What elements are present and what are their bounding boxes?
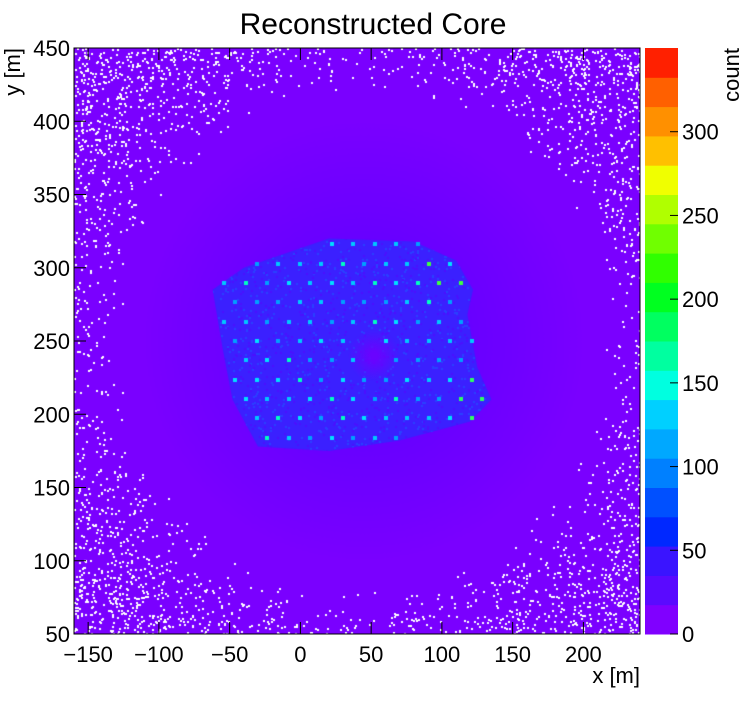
y-tick-label: 250 [33, 329, 70, 354]
color-scale-tick-label: 250 [682, 203, 719, 228]
color-scale-band [645, 194, 678, 225]
heatmap-area [74, 48, 640, 634]
heatmap-image [74, 48, 640, 634]
color-scale-band [645, 604, 678, 635]
x-tick-label: 0 [294, 642, 306, 667]
y-tick-label: 300 [33, 256, 70, 281]
y-tick-label: 450 [33, 36, 70, 61]
y-tick-label: 200 [33, 402, 70, 427]
color-scale-band [645, 575, 678, 606]
color-scale-tick-label: 100 [682, 455, 719, 480]
color-scale-axis: 0 50 100 150 200 250 300 [670, 120, 719, 647]
color-scale-band [645, 516, 678, 547]
color-scale-band [645, 253, 678, 283]
y-axis-label: y [m] [0, 48, 25, 96]
color-scale [645, 48, 678, 635]
color-scale-band [645, 458, 678, 488]
x-tick-label: −150 [63, 642, 113, 667]
heatmap-canvas [74, 48, 640, 634]
color-scale-band [645, 77, 678, 108]
color-scale-band [645, 48, 678, 78]
y-tick-label: 350 [33, 183, 70, 208]
y-tick-label: 150 [33, 476, 70, 501]
color-scale-tick-label: 150 [682, 371, 719, 396]
y-tick-label: 50 [46, 622, 70, 647]
color-scale-band [645, 487, 678, 518]
y-tick-label: 400 [33, 109, 70, 134]
y-axis: 50 100 150 200 250 300 350 400 450 [33, 36, 86, 647]
color-scale-band [645, 399, 678, 430]
x-tick-label: −100 [134, 642, 184, 667]
color-scale-band [645, 223, 678, 254]
chart-title: Reconstructed Core [240, 8, 507, 41]
color-scale-band [645, 341, 678, 371]
x-tick-label: 150 [494, 642, 531, 667]
x-tick-label: 100 [424, 642, 461, 667]
color-scale-tick-label: 0 [682, 622, 694, 647]
color-scale-band [645, 282, 678, 313]
x-axis-label: x [m] [592, 663, 640, 688]
x-tick-label: −50 [211, 642, 248, 667]
y-tick-label: 100 [33, 549, 70, 574]
color-scale-label: count [719, 48, 744, 102]
color-scale-band [645, 546, 678, 576]
color-scale-band [645, 311, 678, 342]
color-scale-band [645, 135, 678, 166]
color-scale-tick-label: 200 [682, 287, 719, 312]
color-scale-band [645, 165, 678, 195]
x-tick-label: 50 [359, 642, 383, 667]
x-axis: −150 −100 −50 0 50 100 150 200 [63, 48, 602, 667]
color-scale-band [645, 428, 678, 459]
color-scale-tick-label: 300 [682, 120, 719, 145]
color-scale-band [645, 370, 678, 401]
color-scale-tick-label: 50 [682, 538, 706, 563]
x-tick-label: 200 [565, 642, 602, 667]
